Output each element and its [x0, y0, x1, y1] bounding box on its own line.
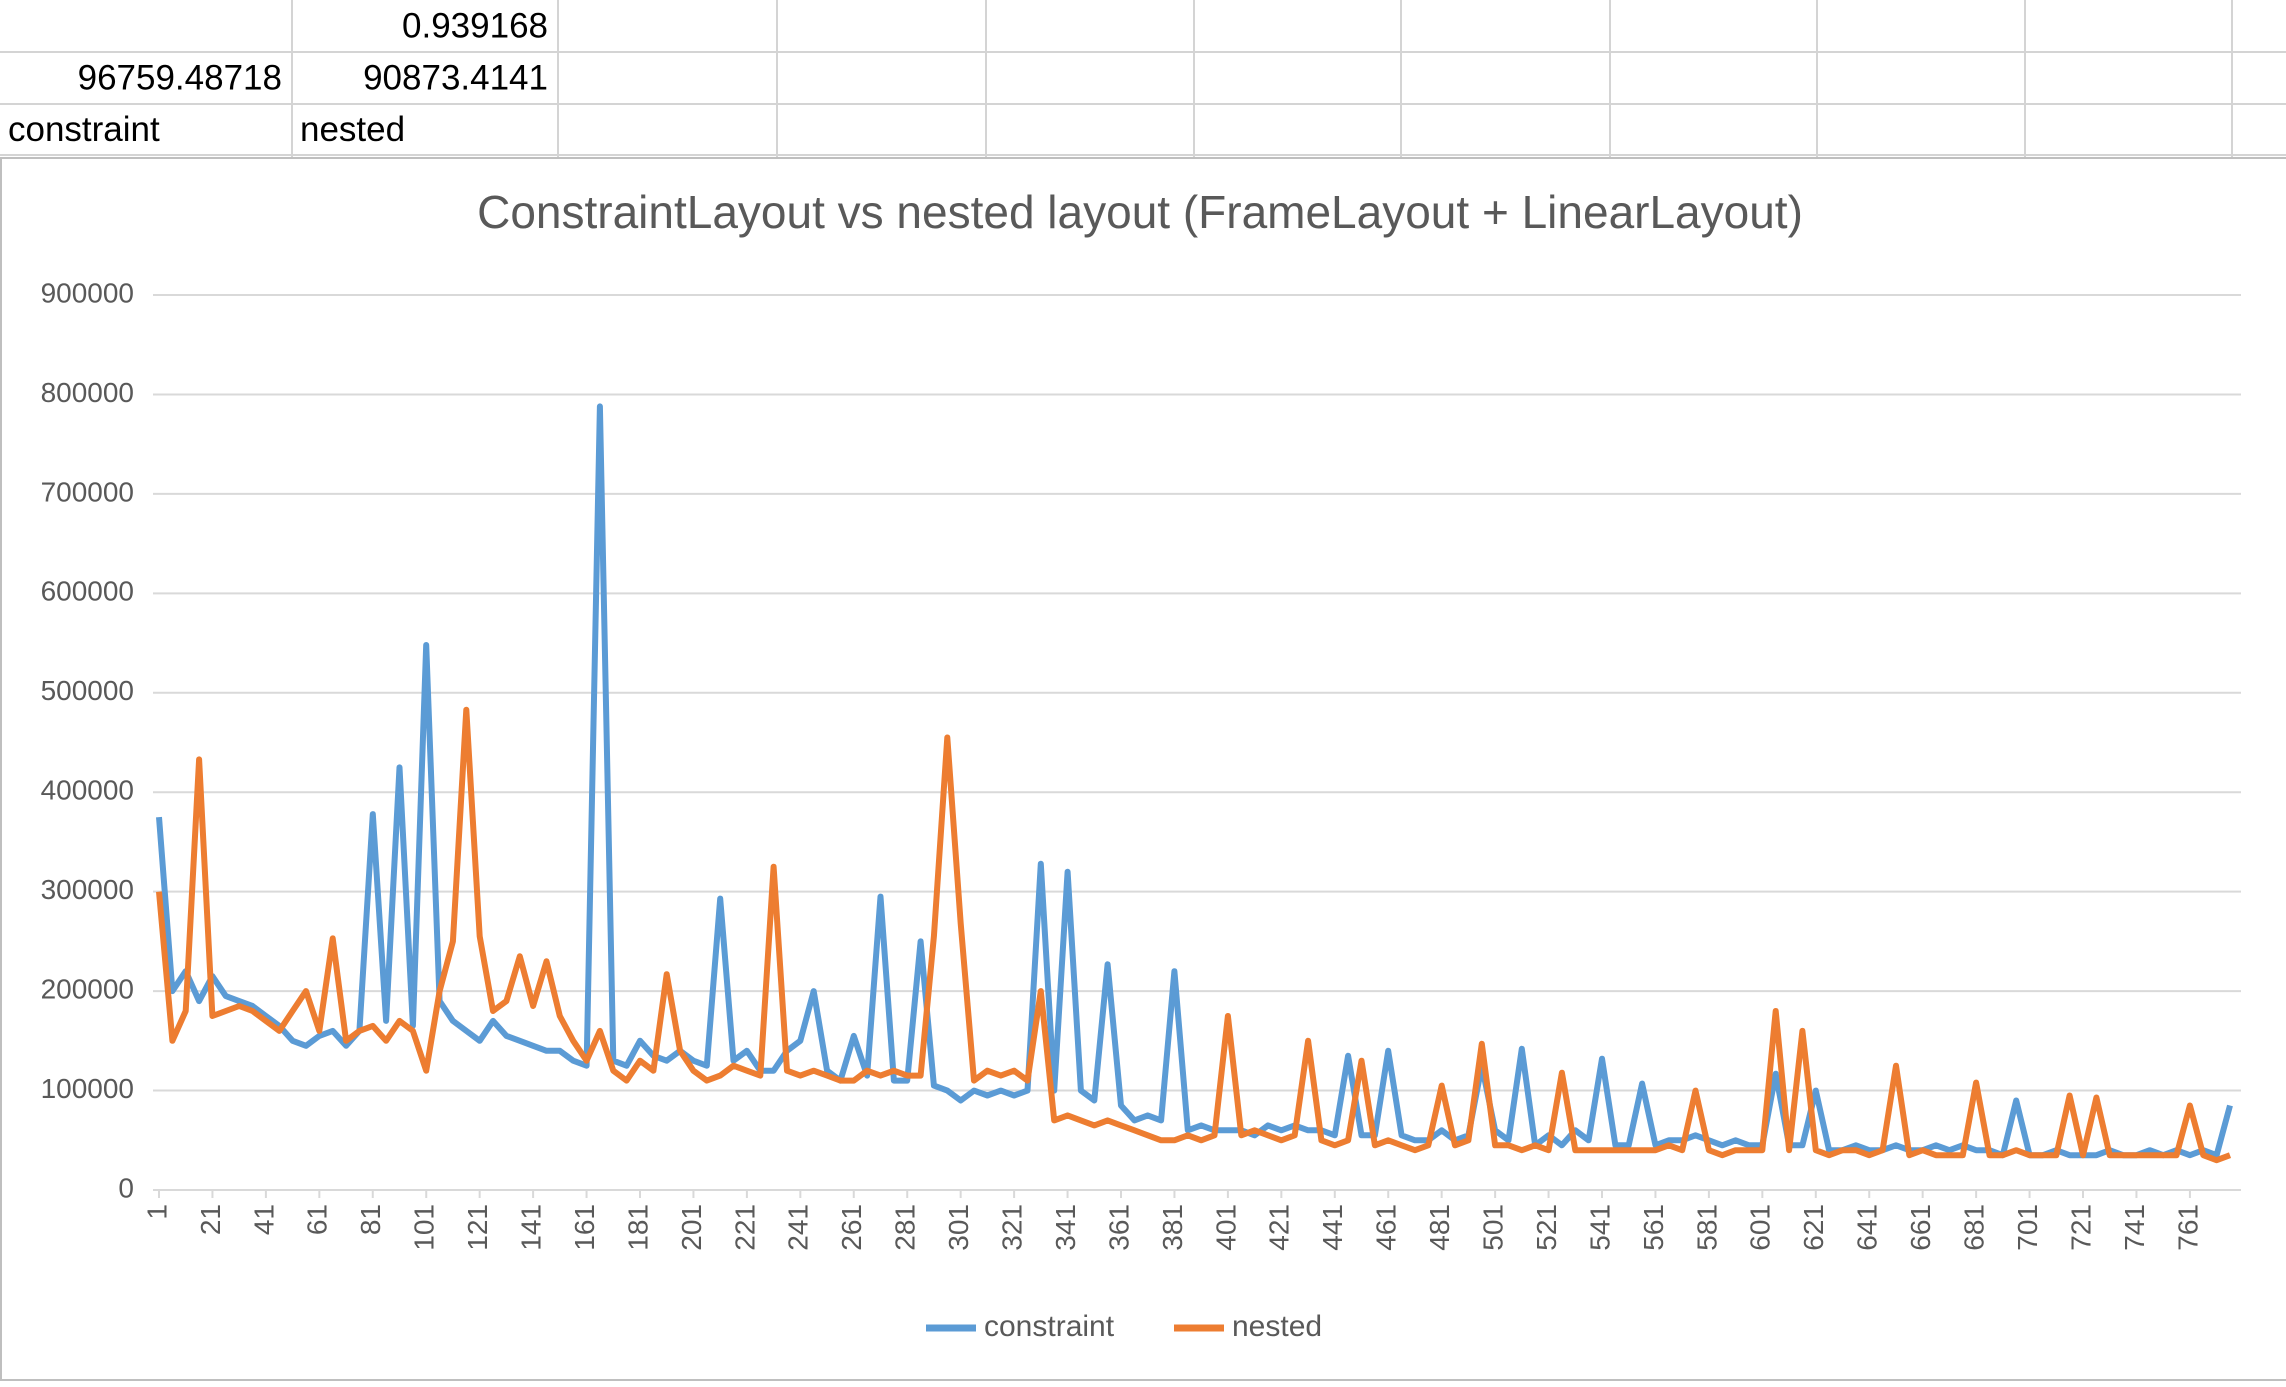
x-tick-label: 401 — [1210, 1204, 1241, 1251]
x-tick-label: 681 — [1959, 1204, 1990, 1251]
x-tick-label: 321 — [997, 1204, 1028, 1251]
x-tick-label: 561 — [1638, 1204, 1669, 1251]
cell: 90873.4141 — [363, 58, 548, 97]
x-tick-label: 421 — [1264, 1204, 1295, 1251]
cell: 0.939168 — [402, 6, 548, 45]
x-tick-label: 101 — [409, 1204, 440, 1251]
x-tick-label: 581 — [1691, 1204, 1722, 1251]
cell: 96759.48718 — [78, 58, 282, 97]
x-tick-label: 301 — [943, 1204, 974, 1251]
y-tick-label: 0 — [118, 1172, 134, 1203]
y-tick-label: 300000 — [41, 874, 134, 905]
x-tick-label: 161 — [569, 1204, 600, 1251]
x-tick-label: 521 — [1531, 1204, 1562, 1251]
x-tick-label: 621 — [1798, 1204, 1829, 1251]
chart-title: ConstraintLayout vs nested layout (Frame… — [477, 186, 1803, 238]
y-tick-label: 800000 — [41, 377, 134, 408]
x-tick-label: 261 — [836, 1204, 867, 1251]
x-tick-label: 241 — [783, 1204, 814, 1251]
x-tick-label: 1 — [141, 1204, 172, 1220]
x-tick-label: 201 — [676, 1204, 707, 1251]
y-tick-label: 700000 — [41, 476, 134, 507]
x-tick-label: 601 — [1745, 1204, 1776, 1251]
x-tick-label: 741 — [2119, 1204, 2150, 1251]
x-tick-label: 701 — [2012, 1204, 2043, 1251]
x-tick-label: 81 — [355, 1204, 386, 1235]
legend-label: nested — [1232, 1310, 1322, 1343]
x-tick-label: 41 — [248, 1204, 279, 1235]
x-tick-label: 281 — [890, 1204, 921, 1251]
x-tick-label: 761 — [2172, 1204, 2203, 1251]
x-tick-label: 21 — [195, 1204, 226, 1235]
series-line — [156, 706, 2232, 1164]
y-tick-label: 900000 — [41, 277, 134, 308]
x-tick-label: 541 — [1584, 1204, 1615, 1251]
legend-label: constraint — [984, 1310, 1115, 1343]
y-tick-label: 500000 — [41, 675, 134, 706]
x-tick-label: 441 — [1317, 1204, 1348, 1251]
x-tick-label: 121 — [462, 1204, 493, 1251]
cell: nested — [300, 110, 405, 149]
x-tick-label: 341 — [1050, 1204, 1081, 1251]
x-tick-label: 661 — [1905, 1204, 1936, 1251]
x-tick-label: 381 — [1157, 1204, 1188, 1251]
x-tick-label: 501 — [1478, 1204, 1509, 1251]
x-tick-label: 221 — [729, 1204, 760, 1251]
cell: constraint — [8, 110, 160, 149]
y-tick-label: 400000 — [41, 775, 134, 806]
y-tick-label: 200000 — [41, 974, 134, 1005]
y-tick-label: 600000 — [41, 576, 134, 607]
x-tick-label: 181 — [622, 1204, 653, 1251]
y-tick-label: 100000 — [41, 1073, 134, 1104]
x-tick-label: 61 — [302, 1204, 333, 1235]
x-tick-label: 141 — [516, 1204, 547, 1251]
x-tick-label: 641 — [1852, 1204, 1883, 1251]
x-tick-label: 481 — [1424, 1204, 1455, 1251]
chart-area — [0, 157, 2286, 1381]
x-tick-label: 361 — [1103, 1204, 1134, 1251]
x-tick-label: 721 — [2065, 1204, 2096, 1251]
x-tick-label: 461 — [1371, 1204, 1402, 1251]
